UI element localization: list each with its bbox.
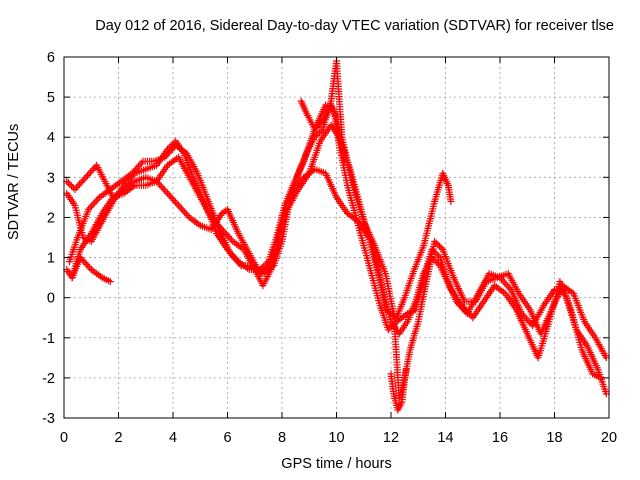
x-tick-label: 14 [437,430,453,446]
x-axis-label: GPS time / hours [281,456,392,472]
y-tick-label: 2 [47,210,55,226]
y-tick-label: 1 [47,251,55,267]
x-tick-label: 4 [169,430,177,446]
series-track-6 [297,97,349,165]
x-tick-label: 16 [492,430,508,446]
y-axis-label: SDTVAR / TECUs [6,123,22,240]
x-tick-label: 8 [278,430,286,446]
chart-points [63,57,610,414]
x-tick-label: 20 [601,430,617,446]
y-tick-label: 5 [47,90,55,106]
chart-title: Day 012 of 2016, Sidereal Day-to-day VTE… [95,18,614,34]
data-marks [297,97,349,165]
x-tick-label: 0 [60,430,68,446]
y-tick-label: -3 [42,411,55,427]
series-track-4 [66,57,610,402]
y-tick-label: -1 [42,331,55,347]
x-tick-label: 2 [114,430,122,446]
y-tick-label: 3 [47,170,55,186]
x-tick-label: 12 [383,430,399,446]
y-tick-label: 6 [47,50,55,66]
y-tick-label: 4 [47,130,55,146]
data-marks [66,57,610,402]
y-tick-label: 0 [47,291,55,307]
data-marks [387,366,410,414]
chart-ticks [63,56,610,419]
x-tick-label: 10 [328,430,344,446]
series-track-7 [387,366,410,414]
x-tick-label: 18 [546,430,562,446]
x-tick-label: 6 [223,430,231,446]
y-tick-label: -2 [42,371,55,387]
